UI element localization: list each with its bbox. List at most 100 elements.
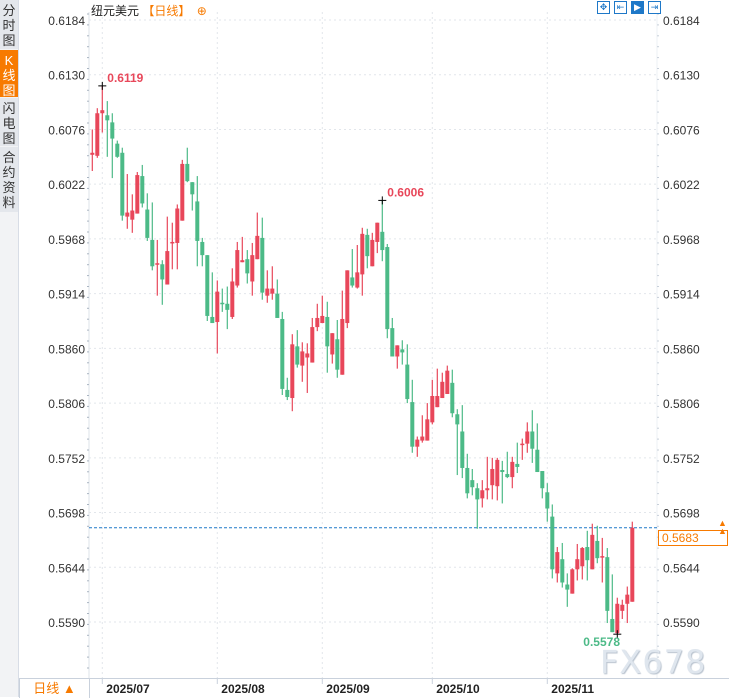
candle-body-down [475,488,480,500]
y-tick-label-right: 0.5968 [663,233,700,247]
x-tick-label: 2025/08 [221,682,265,696]
candle-body-up [215,291,220,323]
fit-range-icon[interactable]: ⇤ [614,1,627,14]
period-select-button[interactable]: 日线 ▲ [19,679,90,698]
y-tick-label-left: 0.5860 [48,342,85,356]
x-tick-label: 2025/09 [326,682,370,696]
candle-body-up [615,603,620,634]
tab-char: 约 [2,165,16,180]
y-tick-label-left: 0.5914 [48,288,85,302]
candle-body-up [490,468,495,486]
crosshair-icon[interactable]: ✥ [597,1,610,14]
candle-body-up [520,443,525,446]
high-price-label: 0.6119 [107,71,143,85]
candle-body-up [230,281,235,317]
y-tick-label-left: 0.6184 [48,14,85,28]
candle-body-down [585,547,590,561]
candle-body-up [420,436,425,441]
watermark-logo: FX678 [600,643,707,681]
candle-body-down [105,115,110,121]
candle-body-down [515,463,520,467]
candle-body-up [370,239,375,267]
candle-body-down [150,239,155,267]
candle-body-up [270,288,275,294]
period-label: 【日线】 [142,4,191,18]
tab-char: 图 [2,131,16,146]
candle-body-down [280,318,285,389]
y-tick-label-right: 0.5806 [663,397,700,411]
x-tick-label: 2025/10 [436,682,480,696]
candle-body-up [340,318,345,375]
candle-body-up [100,110,105,114]
candle-body-down [115,143,120,157]
chart-toolbar: ✥ ⇤ ▶ ⇥ [597,1,661,14]
candle-body-up [175,208,180,243]
candle-body-up [125,212,130,217]
candle-body-up [495,459,500,487]
x-tick-label: 2025/07 [106,682,150,696]
candle-body-down [550,516,555,570]
tab-char: 时 [2,18,16,33]
candle-body-down [470,480,475,488]
candle-body-down [535,449,540,473]
candle-body-down [190,182,195,195]
y-tick-label-left: 0.6130 [48,69,85,83]
candle-body-up [415,439,420,447]
candle-body-up [315,317,320,328]
candle-body-down [460,431,465,468]
candle-body-up [620,604,625,611]
candle-body-down [545,492,550,509]
candle-body-up [485,488,490,491]
candle-body-down [245,259,250,274]
tab-flash-chart[interactable]: 闪电图 [0,98,18,146]
candle-body-down [500,469,505,473]
play-icon[interactable]: ▶ [631,1,644,14]
candle-body-down [195,201,200,241]
go-latest-icon[interactable]: ⇥ [648,1,661,14]
candle-body-down [335,339,340,370]
candle-body-up [265,288,270,296]
y-tick-label-left: 0.5590 [48,616,85,630]
tab-intraday-chart[interactable]: 分时图 [0,0,18,49]
tab-contract-info[interactable]: 合约资料 [0,147,18,212]
candle-body-up [95,113,100,156]
tab-char: 料 [2,195,16,210]
candle-body-down [140,176,145,204]
candle-body-up [440,381,445,399]
candle-body-down [220,302,225,305]
y-tick-label-right: 0.6022 [663,178,700,192]
candle-body-up [375,222,380,242]
candle-body-up [360,233,365,275]
candle-body-up [445,370,450,394]
candle-body-down [380,231,385,251]
circle-plus-icon[interactable]: ⊕ [196,4,207,18]
y-tick-label-right: 0.5590 [663,616,700,630]
y-tick-label-right: 0.5644 [663,561,700,575]
candle-body-up [435,396,440,408]
y-tick-label-left: 0.5644 [48,561,85,575]
candle-body-up [135,175,140,214]
candle-body-up [250,255,255,282]
candle-body-down [120,152,125,216]
candle-body-down [605,557,610,611]
candle-body-up [155,263,160,265]
candle-body-down [260,237,265,293]
candle-body-down [210,316,215,324]
tab-char: 资 [2,180,16,195]
candle-body-down [560,559,565,583]
y-tick-label-left: 0.5806 [48,397,85,411]
candle-body-up [170,241,175,244]
chart-title: 纽元美元 【日线】 ⊕ [91,2,207,19]
tab-char: 分 [2,3,16,18]
candle-body-down [160,264,165,280]
tab-char: 电 [2,116,16,131]
candle-body-down [285,389,290,398]
candle-body-up [575,559,580,570]
candle-body-down [465,467,470,494]
candle-body-up [600,556,605,558]
candle-body-down [385,247,390,330]
candle-body-down [200,241,205,256]
